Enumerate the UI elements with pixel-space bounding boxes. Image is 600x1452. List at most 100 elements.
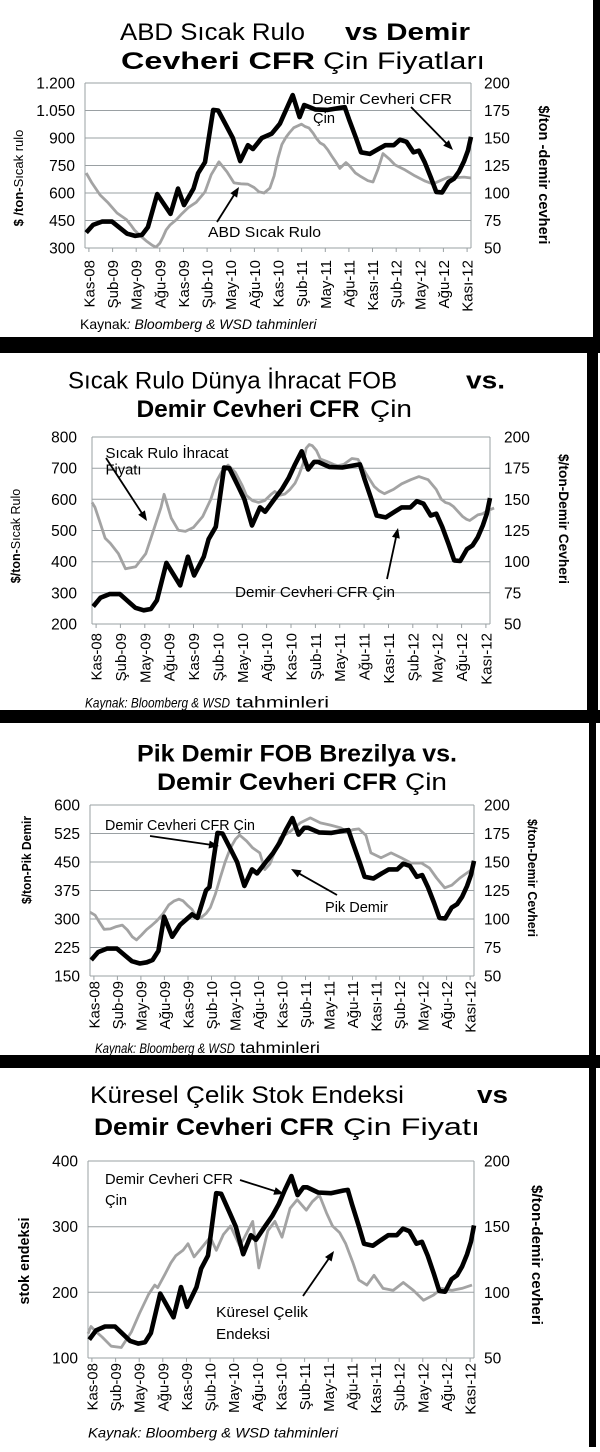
svg-text:Ağu-10: Ağu-10 — [247, 260, 264, 308]
svg-text:Kası-11: Kası-11 — [365, 260, 382, 311]
svg-text:Çin: Çin — [405, 769, 447, 796]
svg-text:May-12: May-12 — [416, 981, 433, 1031]
svg-text:Fiyatı: Fiyatı — [106, 462, 142, 479]
svg-text:Kaynak: Bloomberg & WSD tahmi: Kaynak: Bloomberg & WSD tahminleri — [80, 316, 317, 332]
svg-text:Endeksi: Endeksi — [216, 1326, 270, 1343]
svg-text:Şub-11: Şub-11 — [298, 981, 315, 1028]
svg-text:Ağu-12: Ağu-12 — [439, 1363, 456, 1411]
svg-text:Şub-10: Şub-10 — [200, 260, 217, 308]
svg-text:Ağu-11: Ağu-11 — [344, 1363, 361, 1410]
svg-text:50: 50 — [504, 617, 522, 634]
svg-text:600: 600 — [54, 798, 80, 815]
svg-text:Çin: Çin — [105, 1192, 127, 1209]
svg-text:Ağu-10: Ağu-10 — [251, 981, 268, 1029]
svg-text:50: 50 — [484, 241, 502, 258]
svg-text:vs Demir: vs Demir — [345, 19, 470, 46]
svg-text:Kas-10: Kas-10 — [274, 1363, 291, 1411]
svg-text:$/ton-demir cevheri: $/ton-demir cevheri — [528, 1185, 545, 1325]
svg-text:Şub-11: Şub-11 — [308, 633, 325, 680]
svg-text:Kaynak: Bloomberg & WSD: Kaynak: Bloomberg & WSD — [95, 1040, 235, 1056]
svg-text:ABD Sıcak Rulo: ABD Sıcak Rulo — [120, 19, 305, 46]
svg-text:125: 125 — [484, 883, 510, 900]
svg-text:300: 300 — [52, 1219, 78, 1236]
svg-text:Kas-09: Kas-09 — [176, 260, 193, 308]
svg-text:Cevheri CFR: Cevheri CFR — [121, 48, 315, 75]
svg-text:Çin: Çin — [370, 396, 412, 423]
svg-text:Kas-08: Kas-08 — [84, 1363, 101, 1411]
svg-text:Kası-11: Kası-11 — [369, 981, 386, 1032]
svg-text:Şub-09: Şub-09 — [105, 260, 122, 308]
svg-text:200: 200 — [52, 1285, 78, 1302]
svg-text:Ağu-11: Ağu-11 — [357, 633, 374, 680]
svg-text:75: 75 — [484, 940, 501, 957]
svg-text:Şub-12: Şub-12 — [392, 1363, 409, 1411]
svg-text:May-11: May-11 — [332, 633, 349, 682]
svg-text:Demir Cevheri CFR Çin: Demir Cevheri CFR Çin — [105, 817, 255, 834]
svg-text:Şub-09: Şub-09 — [113, 633, 130, 681]
svg-text:75: 75 — [504, 585, 521, 602]
svg-text:May-09: May-09 — [129, 260, 146, 310]
svg-text:Pik Demir FOB Brezilya vs.: Pik Demir FOB Brezilya vs. — [137, 741, 457, 768]
svg-text:375: 375 — [54, 883, 80, 900]
svg-text:300: 300 — [49, 241, 75, 258]
svg-text:200: 200 — [484, 798, 510, 815]
svg-text:Ağu-09: Ağu-09 — [157, 981, 174, 1029]
svg-text:Şub-10: Şub-10 — [203, 1363, 220, 1411]
svg-text:1.200: 1.200 — [36, 76, 75, 93]
svg-text:Ağu-11: Ağu-11 — [341, 260, 358, 307]
svg-text:Kaynak: Bloomberg & WSD tahmin: Kaynak: Bloomberg & WSD tahminleri — [88, 1425, 339, 1441]
svg-text:$ /ton-Sıcak rulo: $ /ton-Sıcak rulo — [11, 130, 26, 227]
svg-text:Ağu-10: Ağu-10 — [250, 1363, 267, 1411]
svg-text:Şub-11: Şub-11 — [297, 1363, 314, 1410]
svg-text:Kas-09: Kas-09 — [186, 633, 203, 681]
svg-text:200: 200 — [484, 1154, 510, 1171]
svg-text:800: 800 — [51, 430, 77, 447]
svg-text:150: 150 — [484, 855, 510, 872]
svg-text:Kas-09: Kas-09 — [181, 981, 198, 1029]
svg-text:Pik Demir: Pik Demir — [325, 899, 388, 916]
svg-text:Ağu-10: Ağu-10 — [259, 633, 276, 681]
svg-text:May-09: May-09 — [133, 981, 150, 1031]
svg-text:Ağu-11: Ağu-11 — [345, 981, 362, 1028]
svg-text:Şub-09: Şub-09 — [110, 981, 127, 1029]
svg-text:Şub-10: Şub-10 — [210, 633, 227, 681]
svg-text:Ağu-09: Ağu-09 — [155, 1363, 172, 1411]
svg-text:200: 200 — [484, 76, 510, 93]
svg-text:May-10: May-10 — [226, 1363, 243, 1413]
svg-text:400: 400 — [52, 1154, 78, 1171]
svg-text:May-10: May-10 — [228, 981, 245, 1031]
svg-text:$/ton-Pik Demir: $/ton-Pik Demir — [20, 816, 34, 904]
svg-text:525: 525 — [54, 826, 80, 843]
svg-text:Kas-10: Kas-10 — [271, 260, 288, 308]
svg-text:50: 50 — [484, 969, 502, 986]
svg-text:150: 150 — [484, 1219, 510, 1236]
svg-text:Şub-10: Şub-10 — [204, 981, 221, 1029]
svg-text:vs: vs — [477, 1082, 508, 1109]
svg-text:Demir Cevheri CFR Çin: Demir Cevheri CFR Çin — [235, 584, 395, 601]
svg-text:400: 400 — [51, 554, 77, 571]
svg-text:May-11: May-11 — [322, 981, 339, 1030]
svg-text:vs.: vs. — [466, 368, 505, 395]
svg-text:Sıcak Rulo Dünya İhracat FOB: Sıcak Rulo Dünya İhracat FOB — [68, 368, 397, 395]
svg-text:Kası-12: Kası-12 — [460, 260, 477, 312]
svg-text:Kası-12: Kası-12 — [478, 633, 495, 685]
svg-text:$/ton-Sıcak Rulo: $/ton-Sıcak Rulo — [9, 489, 23, 584]
svg-text:Demir Cevheri CFR: Demir Cevheri CFR — [137, 396, 360, 423]
svg-text:300: 300 — [54, 912, 80, 929]
svg-text:125: 125 — [484, 158, 510, 175]
svg-text:225: 225 — [54, 940, 80, 957]
svg-text:100: 100 — [484, 912, 510, 929]
svg-text:450: 450 — [54, 855, 80, 872]
svg-text:Çin Fiyatı: Çin Fiyatı — [343, 1114, 480, 1141]
svg-text:200: 200 — [504, 430, 530, 447]
svg-text:100: 100 — [484, 1285, 510, 1302]
svg-text:Şub-12: Şub-12 — [405, 633, 422, 681]
svg-text:150: 150 — [54, 969, 80, 986]
svg-text:$/ton-Demir Cevheri: $/ton-Demir Cevheri — [525, 819, 540, 937]
svg-text:Demir Cevheri CFR: Demir Cevheri CFR — [94, 1114, 334, 1141]
svg-text:175: 175 — [504, 461, 530, 478]
svg-text:Kas-08: Kas-08 — [86, 981, 103, 1029]
svg-text:Demir Cevheri CFR: Demir Cevheri CFR — [157, 769, 397, 796]
svg-text:Ağu-12: Ağu-12 — [454, 633, 471, 681]
svg-text:Kaynak: Bloomberg & WSD: Kaynak: Bloomberg & WSD — [85, 695, 230, 711]
